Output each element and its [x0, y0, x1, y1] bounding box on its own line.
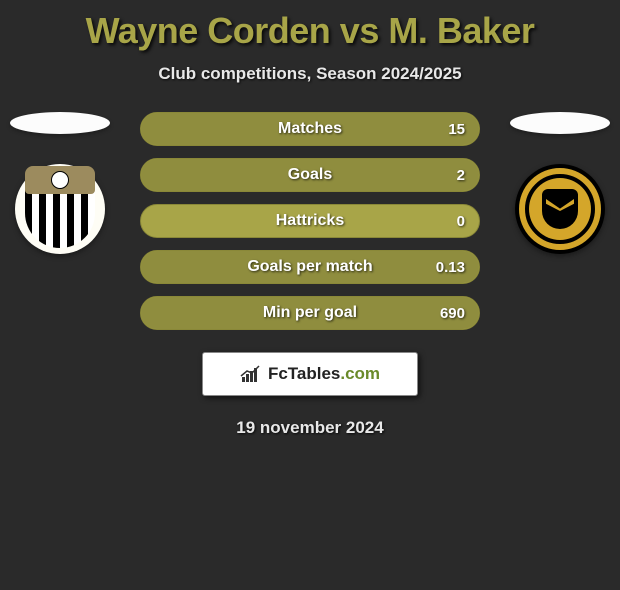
player-left-head-placeholder [10, 112, 110, 134]
stat-row-hattricks: Hattricks 0 [140, 204, 480, 238]
stat-row-min-per-goal: Min per goal 690 [140, 296, 480, 330]
stat-label: Goals [288, 166, 332, 184]
stat-row-goals-per-match: Goals per match 0.13 [140, 250, 480, 284]
stat-label: Goals per match [247, 258, 372, 276]
player-left-club-crest [15, 164, 105, 254]
page-title: Wayne Corden vs M. Baker [0, 10, 620, 52]
stat-row-goals: Goals 2 [140, 158, 480, 192]
stat-right-value: 690 [440, 305, 465, 322]
player-right-head-placeholder [510, 112, 610, 134]
player-right-club-crest [515, 164, 605, 254]
stat-right-value: 0 [457, 213, 465, 230]
stat-label: Matches [278, 120, 342, 138]
stat-right-value: 2 [457, 167, 465, 184]
stat-label: Hattricks [276, 212, 344, 230]
date-text: 19 november 2024 [0, 418, 620, 438]
comparison-area: Matches 15 Goals 2 Hattricks 0 Goals per… [0, 112, 620, 330]
player-left-column [0, 112, 120, 254]
brand-text: FcTables.com [268, 364, 380, 384]
player-right-column [500, 112, 620, 254]
stats-list: Matches 15 Goals 2 Hattricks 0 Goals per… [140, 112, 480, 330]
stat-right-value: 0.13 [436, 259, 465, 276]
stat-label: Min per goal [263, 304, 357, 322]
subtitle: Club competitions, Season 2024/2025 [0, 64, 620, 84]
brand-attribution[interactable]: FcTables.com [202, 352, 418, 396]
stat-row-matches: Matches 15 [140, 112, 480, 146]
stat-right-value: 15 [448, 121, 465, 138]
chart-icon [240, 365, 262, 383]
